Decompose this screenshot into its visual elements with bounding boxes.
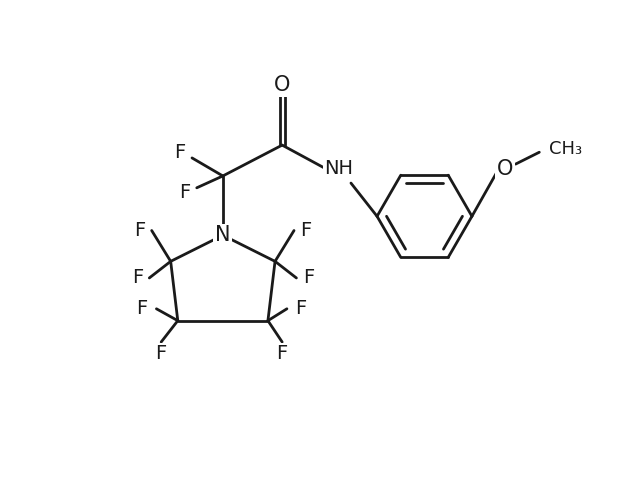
Text: NH: NH bbox=[325, 159, 354, 179]
Text: F: F bbox=[132, 268, 143, 288]
Text: N: N bbox=[215, 225, 230, 245]
Text: F: F bbox=[302, 268, 314, 288]
Text: F: F bbox=[295, 300, 307, 318]
Text: F: F bbox=[277, 344, 288, 363]
Text: F: F bbox=[179, 183, 190, 202]
Text: F: F bbox=[136, 300, 148, 318]
Text: F: F bbox=[300, 221, 312, 240]
Text: F: F bbox=[155, 344, 167, 363]
Text: F: F bbox=[134, 221, 145, 240]
Text: CH₃: CH₃ bbox=[549, 140, 582, 158]
Text: O: O bbox=[497, 159, 513, 179]
Text: O: O bbox=[274, 75, 290, 95]
Text: F: F bbox=[175, 143, 186, 162]
